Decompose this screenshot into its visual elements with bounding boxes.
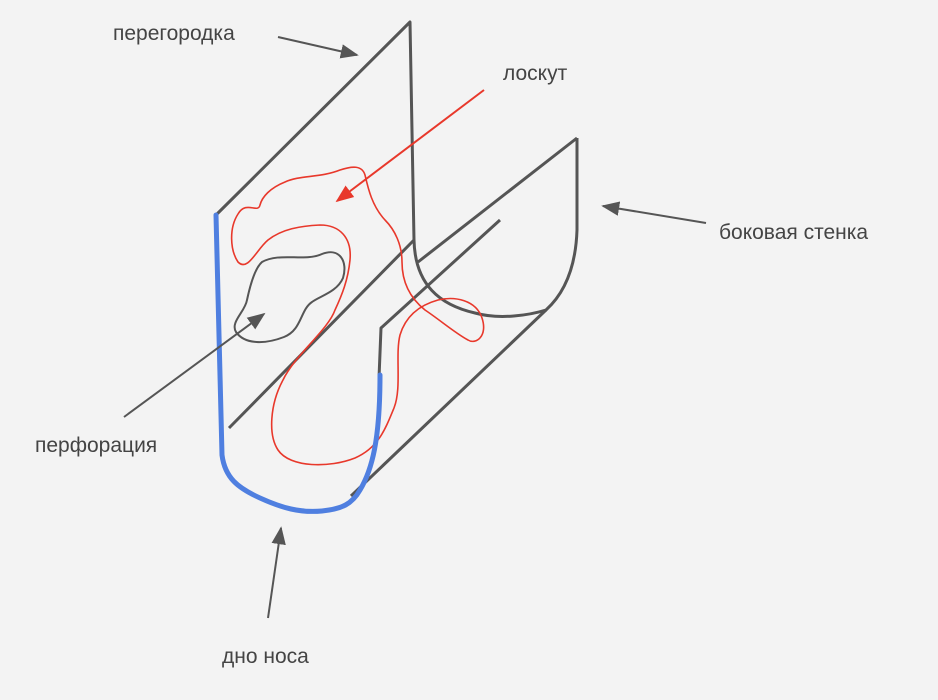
- perforation-outline: [233, 251, 346, 343]
- septum-outline: [214, 20, 416, 241]
- nasal-floor-label: дно носа: [222, 645, 309, 668]
- nasal-floor-line: [213, 212, 383, 514]
- side-wall-back-curve: [412, 138, 579, 318]
- flap-outline: [230, 166, 485, 466]
- septum-pointer-arrow: [277, 36, 359, 59]
- side-wall-label: боковая стенка: [719, 221, 868, 244]
- nasal-floor-pointer-arrow: [267, 526, 286, 619]
- septum-lower-edge: [227, 238, 416, 430]
- perforation-pointer-arrow: [123, 312, 266, 418]
- side-wall-pointer-arrow: [601, 201, 707, 224]
- flap-label: лоскут: [503, 62, 568, 85]
- side-wall-front-edge: [377, 218, 502, 379]
- side-wall-top-edge: [417, 136, 578, 264]
- perforation-label: перфорация: [35, 434, 157, 457]
- side-wall-bottom-edge: [349, 308, 548, 498]
- septum-label: перегородка: [113, 22, 235, 45]
- flap-pointer-arrow: [335, 89, 485, 203]
